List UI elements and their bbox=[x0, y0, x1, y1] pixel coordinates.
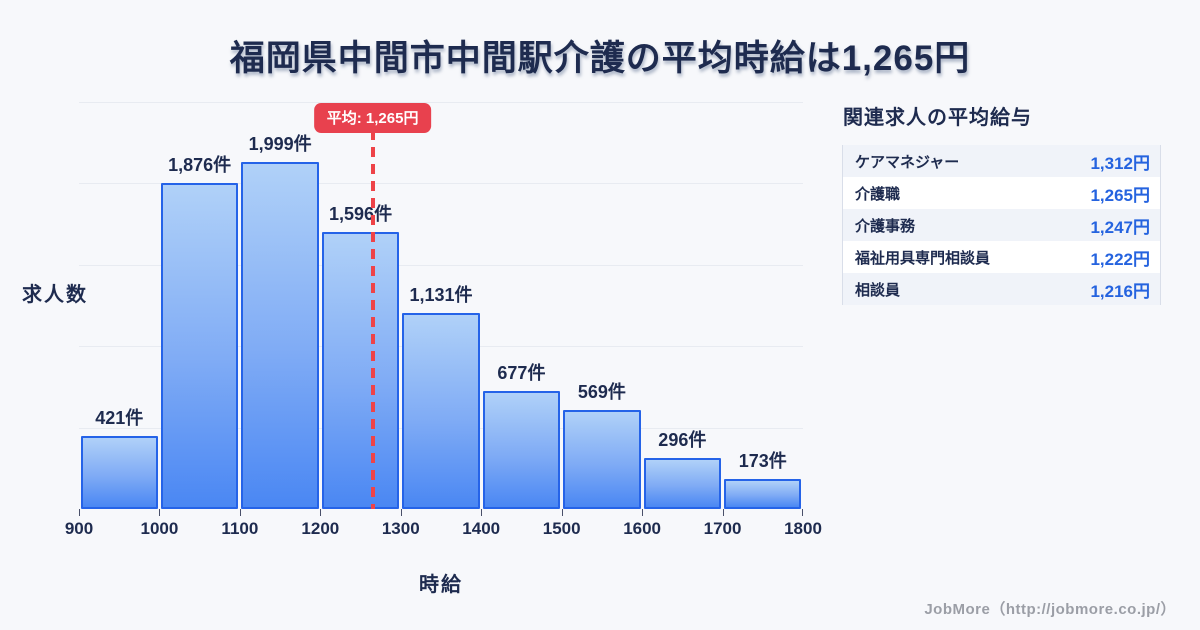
x-axis-tick-label: 1800 bbox=[784, 519, 822, 538]
related-jobs-heading: 関連求人の平均給与 bbox=[843, 107, 1032, 129]
x-axis-tick-label: 1400 bbox=[462, 519, 501, 538]
bar-value-label: 173件 bbox=[738, 451, 787, 471]
histogram-bar bbox=[241, 162, 319, 509]
x-axis-tick-label: 1300 bbox=[381, 519, 420, 538]
x-axis-tick bbox=[802, 509, 803, 516]
x-axis-tick bbox=[239, 509, 241, 516]
related-job-value: 1,312円 bbox=[1090, 153, 1150, 173]
histogram-plot: 421件 1,876件 1,999件 1,596件 1,131件 677件 569件 296件… bbox=[65, 102, 822, 538]
x-axis-tick-label: 1600 bbox=[623, 519, 662, 538]
related-job-row: 介護職 1,265円 bbox=[843, 177, 1160, 209]
x-axis-label: 時給 bbox=[419, 574, 463, 596]
related-job-row: ケアマネジャー 1,312円 bbox=[843, 145, 1160, 177]
x-axis-tick-label: 1500 bbox=[542, 519, 581, 538]
related-job-label: 介護事務 bbox=[855, 217, 916, 235]
bar-value-label: 677件 bbox=[497, 363, 546, 383]
x-axis-tick-label: 1200 bbox=[301, 519, 340, 538]
x-axis-tick bbox=[159, 509, 161, 516]
footer-credit: JobMore（http://jobmore.co.jp/） bbox=[924, 601, 1176, 618]
related-job-label: 相談員 bbox=[855, 281, 901, 299]
related-job-row: 福祉用具専門相談員 1,222円 bbox=[843, 241, 1160, 273]
x-axis-tick bbox=[400, 509, 402, 516]
histogram-bar bbox=[80, 436, 158, 509]
bar-value-label: 1,876件 bbox=[168, 155, 232, 175]
related-job-label: 福祉用具専門相談員 bbox=[855, 249, 991, 267]
histogram-bar bbox=[563, 410, 641, 509]
histogram-bar bbox=[482, 391, 561, 509]
gridline bbox=[79, 183, 803, 185]
x-axis-tick bbox=[642, 509, 644, 516]
x-axis-tick-label: 1000 bbox=[140, 519, 179, 538]
average-badge: 平均: 1,265円 bbox=[313, 103, 432, 133]
histogram-bar bbox=[402, 313, 480, 509]
x-axis-tick bbox=[722, 509, 724, 516]
bar-value-label: 421件 bbox=[95, 408, 144, 428]
bar-value-label: 1,999件 bbox=[248, 134, 312, 154]
related-job-value: 1,216円 bbox=[1090, 281, 1150, 301]
bar-value-label: 569件 bbox=[577, 382, 626, 402]
related-job-label: ケアマネジャー bbox=[855, 153, 960, 171]
histogram-bar bbox=[724, 479, 802, 509]
histogram-bar bbox=[160, 183, 239, 509]
bar-value-label: 296件 bbox=[658, 430, 707, 450]
x-axis-tick bbox=[561, 509, 563, 516]
y-axis-label: 求人数 bbox=[22, 284, 88, 306]
gridline bbox=[79, 102, 803, 103]
related-job-row: 介護事務 1,247円 bbox=[843, 209, 1160, 241]
x-axis-tick-label: 1700 bbox=[703, 519, 742, 538]
x-axis-tick bbox=[320, 509, 322, 516]
average-line bbox=[370, 130, 375, 509]
page-title: 福岡県中間市中間駅介護の平均時給は1,265円 bbox=[229, 39, 971, 78]
histogram-bar bbox=[321, 232, 400, 509]
histogram-bar bbox=[643, 458, 722, 509]
x-axis-tick bbox=[79, 509, 80, 516]
x-axis-tick-label: 900 bbox=[64, 519, 94, 538]
related-jobs-table: ケアマネジャー 1,312円介護職 1,265円介護事務 1,247円福祉用具専門相談… bbox=[842, 145, 1161, 305]
related-job-value: 1,247円 bbox=[1090, 217, 1150, 237]
gridline bbox=[79, 264, 803, 266]
related-job-label: 介護職 bbox=[855, 185, 901, 203]
related-job-value: 1,222円 bbox=[1090, 249, 1150, 269]
x-axis-tick-label: 1100 bbox=[221, 519, 259, 538]
x-axis-tick bbox=[481, 509, 483, 516]
related-job-value: 1,265円 bbox=[1090, 185, 1150, 205]
related-job-row: 相談員 1,216円 bbox=[843, 273, 1160, 305]
bar-value-label: 1,131件 bbox=[409, 285, 473, 305]
bar-value-label: 1,596件 bbox=[329, 204, 393, 224]
